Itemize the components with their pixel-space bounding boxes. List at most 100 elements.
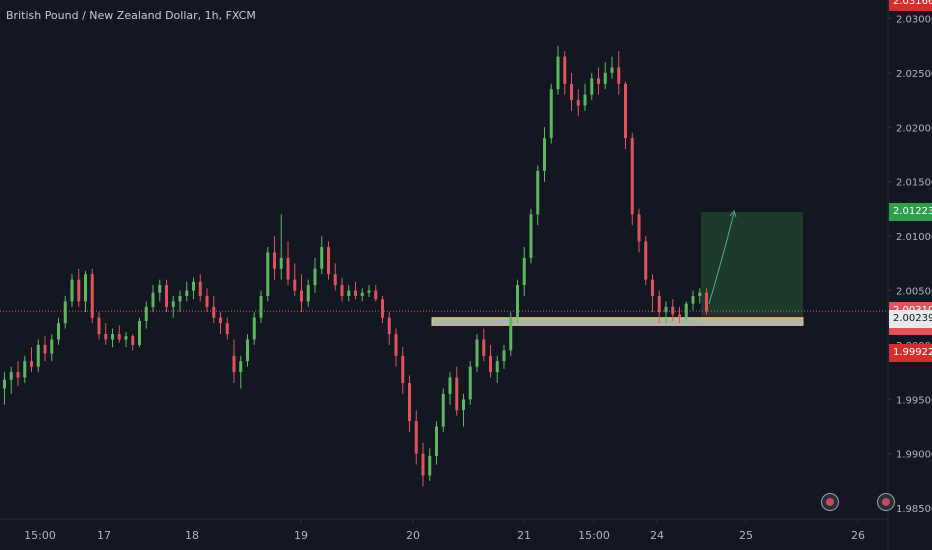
candle-body <box>536 170 540 215</box>
candle-body <box>529 214 533 258</box>
candle-body <box>509 317 513 351</box>
candle-body <box>556 56 560 90</box>
candle-body <box>381 299 384 318</box>
candle-body <box>644 241 648 280</box>
candle-body <box>144 306 148 321</box>
candle-body <box>401 355 405 383</box>
candle-body <box>698 292 702 296</box>
candle-body <box>684 303 688 318</box>
candle-body <box>347 290 351 296</box>
candle-body <box>151 292 155 307</box>
candle-body <box>198 281 202 296</box>
candle-body <box>468 366 472 400</box>
candle-body <box>570 83 573 101</box>
candle-body <box>300 290 303 302</box>
candle-body <box>583 94 587 106</box>
candle-body <box>651 279 654 296</box>
candle-body <box>597 78 600 84</box>
y-tick-label: 2.02500 <box>896 69 932 80</box>
candle-body <box>610 67 614 73</box>
flag-icon-left[interactable] <box>821 493 839 511</box>
candle-body <box>313 268 317 286</box>
candle-body <box>691 295 695 304</box>
candle-body <box>70 279 74 302</box>
candle-body <box>455 377 459 411</box>
flag-icon-right[interactable] <box>877 493 895 511</box>
candle-body <box>320 246 324 269</box>
candle-body <box>259 295 263 318</box>
arrow-head-icon <box>729 209 737 218</box>
candle-body <box>212 306 216 318</box>
y-tick-label: 1.99500 <box>896 395 932 406</box>
candle-body <box>590 78 594 95</box>
x-tick-label: 15:00 <box>578 529 610 542</box>
candle-body <box>43 344 47 354</box>
time-axis[interactable]: 15:00 17 18 19 20 21 15:00 24 25 26 <box>24 519 865 542</box>
candle-body <box>374 290 378 300</box>
candle-body <box>516 285 519 318</box>
price-badge-top: 2.03166 <box>889 0 932 11</box>
overlays-layer <box>0 209 888 312</box>
projection-arrow <box>708 212 735 305</box>
candle-body <box>428 455 432 476</box>
candle-body <box>90 274 94 318</box>
y-tick-label: 2.01000 <box>896 232 932 243</box>
chart-title: British Pound / New Zealand Dollar, 1h, … <box>6 9 256 22</box>
candle-body <box>367 290 371 293</box>
candle-body <box>495 361 499 373</box>
candle-body <box>205 295 209 307</box>
candle-body <box>63 301 67 324</box>
price-badge-entry: 2.00239 <box>889 309 932 328</box>
candle-body <box>448 377 452 394</box>
y-tick-label: 2.00500 <box>896 287 932 298</box>
candle-body <box>16 372 20 378</box>
candle-body <box>178 295 182 302</box>
candle-body <box>246 339 249 362</box>
x-tick-label: 20 <box>406 529 420 542</box>
candle-body <box>104 334 108 340</box>
x-tick-label: 24 <box>650 529 664 542</box>
candle-body <box>97 317 101 335</box>
candle-body <box>435 426 438 456</box>
target-zone <box>701 211 803 315</box>
candle-body <box>624 83 627 139</box>
x-tick-label: 26 <box>851 529 865 542</box>
candle-body <box>171 301 175 307</box>
candle-body <box>165 285 168 307</box>
candle-body <box>563 56 567 84</box>
candle-body <box>441 393 445 427</box>
x-tick-label: 18 <box>185 529 199 542</box>
candle-body <box>192 281 195 291</box>
candle-body <box>522 257 526 286</box>
candle-body <box>273 252 276 269</box>
candle-body <box>131 336 135 345</box>
candle-body <box>657 295 661 313</box>
candle-body <box>462 399 465 411</box>
candle-body <box>225 323 229 335</box>
candle-body <box>293 279 297 291</box>
candle-body <box>219 317 222 324</box>
x-tick-label: 15:00 <box>24 529 56 542</box>
candle-body <box>252 317 256 340</box>
candle-body <box>408 382 411 422</box>
y-tick-label: 2.01500 <box>896 178 932 189</box>
candle-body <box>111 334 114 340</box>
candle-body <box>117 334 121 340</box>
candle-body <box>23 361 27 378</box>
candles-layer <box>3 45 708 487</box>
candle-body <box>421 453 425 476</box>
candle-body <box>637 214 641 242</box>
candle-body <box>158 285 162 293</box>
candle-body <box>185 290 189 296</box>
y-tick-label: 1.99000 <box>896 450 932 461</box>
candle-body <box>678 314 681 318</box>
candle-body <box>502 350 506 362</box>
candle-body <box>543 138 546 171</box>
candle-body <box>333 274 337 286</box>
candle-body <box>232 355 236 373</box>
candle-body <box>286 257 290 280</box>
support-zone <box>431 317 804 326</box>
candle-body <box>671 306 675 315</box>
candle-body <box>3 379 6 389</box>
